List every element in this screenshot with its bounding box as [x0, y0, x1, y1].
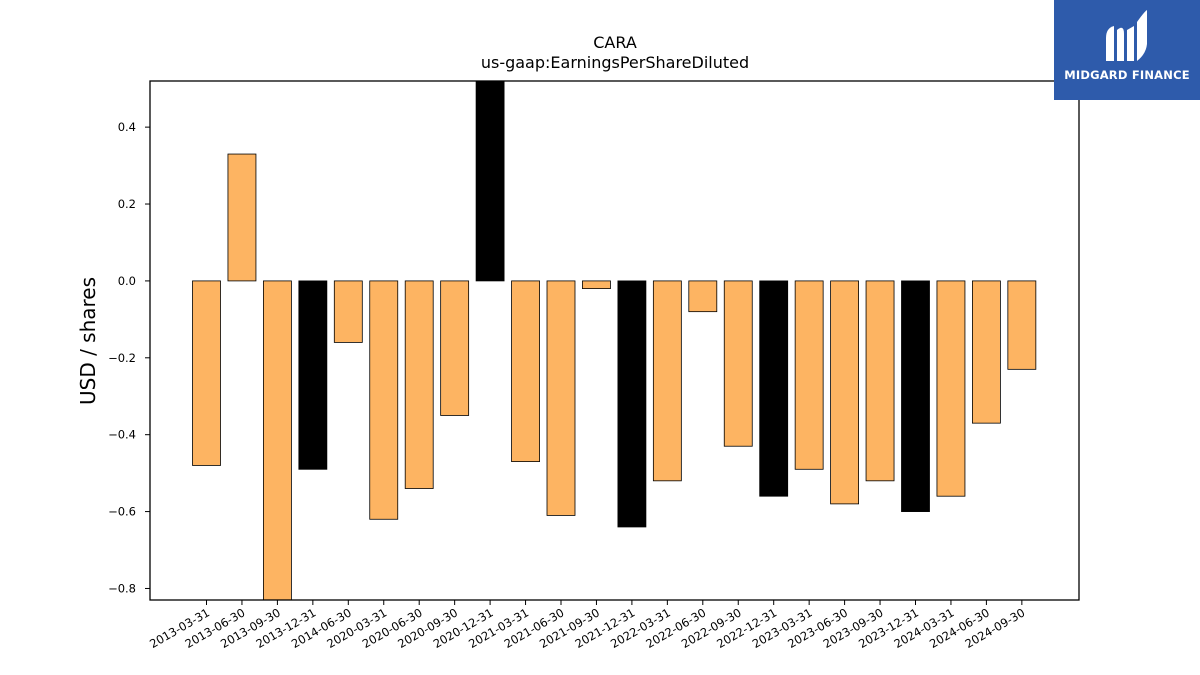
bar-2023-09-30: [865, 280, 895, 482]
plot-frame: [149, 80, 1080, 601]
midgard-logo-icon: [1106, 10, 1147, 61]
bar-2013-12-31: [298, 280, 328, 470]
bar-2014-06-30: [333, 280, 363, 343]
logo-text: MIDGARD FINANCE: [1064, 68, 1190, 82]
bar-2021-03-31: [511, 280, 540, 462]
y-tick-label: −0.8: [108, 581, 136, 595]
bar-2013-06-30: [227, 153, 257, 282]
bar-2021-06-30: [546, 280, 576, 516]
y-axis-label: USD / shares: [76, 277, 100, 405]
bar-2023-06-30: [830, 280, 859, 505]
y-axis: 0.4 0.2 0.0 −0.2 −0.4 −0.6 −0.8: [108, 120, 150, 595]
bar-2024-09-30: [1007, 280, 1037, 370]
midgard-finance-logo: MIDGARD FINANCE: [1054, 0, 1200, 100]
x-axis: 2013-03-312013-06-302013-09-302013-12-31…: [147, 600, 1027, 651]
bar-2020-06-30: [404, 280, 434, 489]
bar-2021-12-31: [617, 280, 647, 528]
bar-2020-09-30: [440, 280, 470, 416]
y-tick-label: −0.4: [108, 428, 136, 442]
bar-2013-09-30: [262, 280, 292, 601]
y-tick-label: −0.6: [108, 505, 136, 519]
y-tick-label: −0.2: [108, 351, 136, 365]
bar-2020-12-31: [475, 80, 505, 282]
bar-2023-12-31: [901, 280, 930, 512]
bar-2022-06-30: [688, 280, 718, 313]
y-tick-label: 0.2: [118, 197, 136, 211]
bar-2022-03-31: [652, 280, 682, 482]
bar-2020-03-31: [369, 280, 399, 520]
chart-title: CARA: [593, 33, 637, 52]
bar-2022-09-30: [723, 280, 753, 447]
bar-2024-06-30: [972, 280, 1001, 424]
bars-group: [192, 80, 1037, 601]
y-tick-label: 0.4: [118, 120, 136, 134]
bar-2023-03-31: [794, 280, 824, 470]
bar-2022-12-31: [759, 280, 789, 497]
y-tick-label: 0.0: [118, 274, 136, 288]
bar-2013-03-31: [192, 280, 221, 466]
bar-2021-09-30: [582, 280, 611, 289]
chart-subtitle: us-gaap:EarningsPerShareDiluted: [481, 53, 749, 72]
bar-2024-03-31: [936, 280, 966, 497]
